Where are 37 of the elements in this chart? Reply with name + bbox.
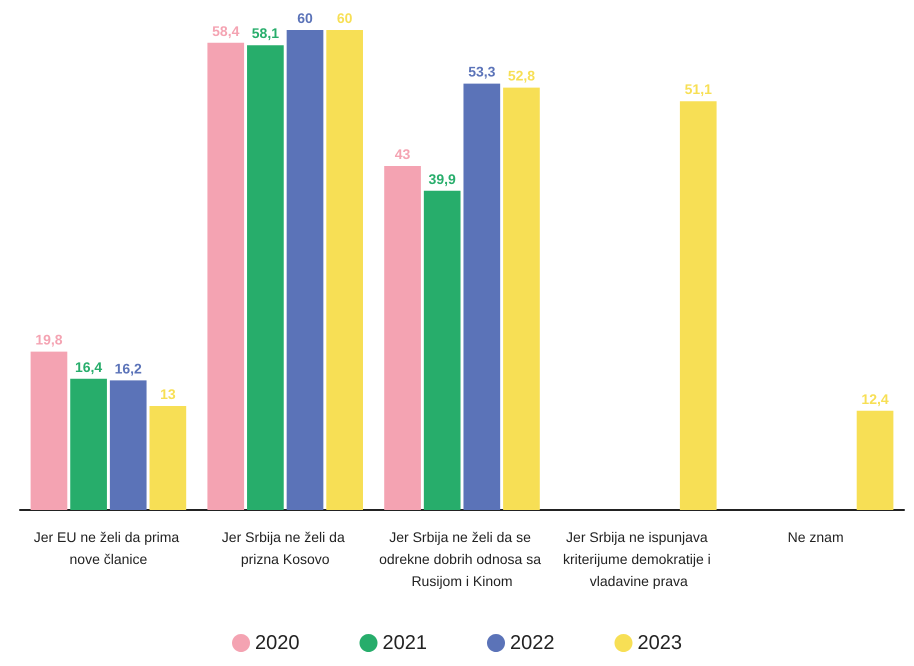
data-label: 51,1 (684, 81, 712, 98)
data-label: 16,4 (74, 358, 102, 375)
data-label: 13 (160, 386, 176, 402)
bar (70, 378, 107, 510)
x-tick-label: Jer Srbija ne želi da prizna Kosovo (222, 529, 349, 567)
bar (30, 352, 68, 510)
data-label: 39,9 (428, 170, 456, 187)
bar (207, 42, 244, 510)
bar (247, 45, 284, 510)
data-label: 60 (297, 10, 314, 26)
data-label: 53,3 (468, 64, 496, 80)
legend-label: 2021 (382, 632, 428, 654)
data-label: 58,1 (252, 25, 280, 42)
bar (150, 406, 186, 510)
x-tick-label: Jer Srbija ne želi da se odrekne dobrih odnosa sa Rusijom i Kinom (379, 529, 545, 589)
data-label: 60 (336, 10, 353, 26)
legend-label: 2020 (255, 632, 300, 654)
data-label: 58,4 (212, 22, 240, 39)
data-label: 16,2 (114, 360, 142, 376)
data-label: 43 (394, 146, 411, 162)
x-tick-label: Jer Srbija ne ispunjava kriterijume demokratije i vladavine prava (562, 529, 715, 589)
x-tick-label: Jer EU ne želi da prima nove članice (34, 529, 184, 567)
bar (326, 30, 363, 510)
bar (424, 190, 461, 510)
bar (503, 88, 540, 510)
x-tick-label: Ne znam (788, 529, 844, 545)
legend-label: 2023 (637, 632, 682, 654)
legend-label: 2022 (510, 632, 554, 654)
bar (856, 410, 894, 510)
bar (680, 101, 717, 510)
bar (384, 166, 421, 510)
data-label: 19,8 (35, 332, 63, 348)
bar (110, 380, 147, 510)
bar (463, 84, 500, 510)
data-label: 52,8 (508, 68, 536, 84)
data-label: 12,4 (861, 390, 889, 407)
bar (286, 30, 324, 510)
